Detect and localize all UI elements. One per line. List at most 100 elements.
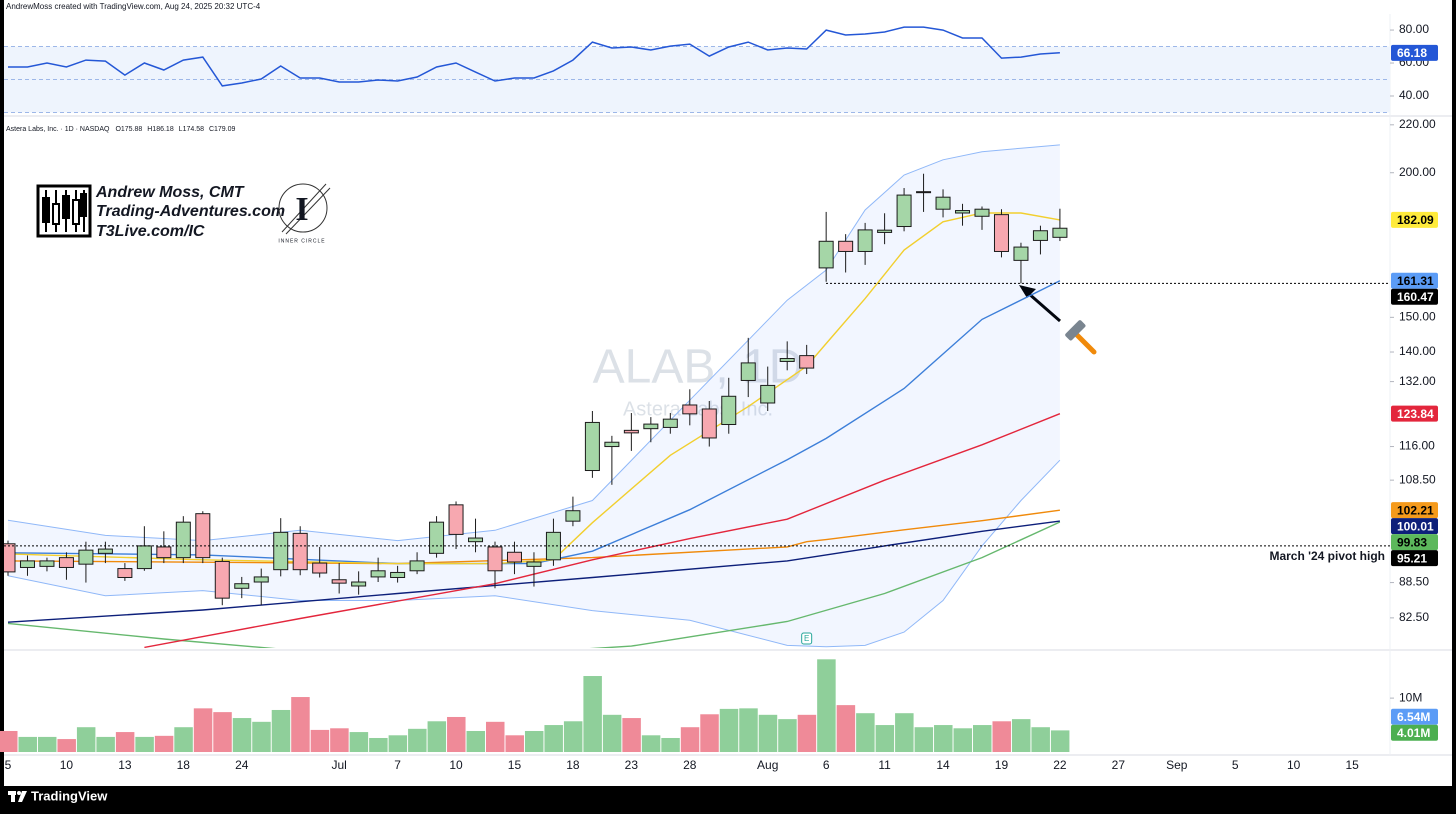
volume-bar — [836, 705, 856, 752]
volume-bar — [96, 736, 115, 752]
moving-average — [7, 280, 1061, 565]
candle-body — [584, 421, 600, 472]
badge-text: INNER CIRCLE — [278, 238, 325, 244]
candle-body — [877, 229, 893, 233]
arrow-head — [1019, 285, 1036, 298]
price-tag — [1391, 534, 1438, 551]
ohlc-high: H186.18 — [147, 126, 174, 133]
volume-bar — [447, 716, 466, 752]
bollinger-fill — [8, 144, 1060, 647]
candle-body — [448, 504, 464, 535]
candle-body — [1052, 227, 1068, 238]
logo-line: T3Live.com/IC — [96, 223, 205, 240]
x-tick-label: 19 — [995, 758, 1009, 772]
price-tag — [1391, 405, 1438, 422]
price-tag-label: 6.54M — [1397, 710, 1430, 724]
volume-bar — [291, 697, 310, 752]
logo-candles — [42, 190, 87, 232]
volume-bar — [135, 736, 154, 752]
rsi-pane — [4, 26, 1390, 113]
badge-letter: I — [295, 191, 308, 228]
candle-body — [390, 571, 406, 578]
volume-bar — [37, 736, 57, 752]
footer-brand: TradingView — [31, 788, 108, 803]
x-tick-label: 13 — [118, 758, 132, 772]
candle-body — [1032, 230, 1048, 241]
rsi-line — [8, 26, 1060, 87]
x-tick-label: Sep — [1166, 758, 1188, 772]
x-tick-label: 5 — [1232, 758, 1239, 772]
ohlc-close: C179.09 — [209, 126, 236, 133]
footer — [0, 786, 1456, 814]
volume-bar — [115, 732, 135, 752]
price-tag — [1391, 550, 1438, 567]
candle-body — [136, 545, 152, 570]
price-tag — [1391, 272, 1438, 289]
volume-bar — [252, 721, 271, 752]
candle-body — [993, 214, 1009, 252]
candle-body — [195, 513, 211, 559]
y-tick-label: 150.00 — [1399, 310, 1436, 324]
candle-body — [429, 521, 445, 554]
volume-bar — [57, 739, 76, 752]
y-tick-label: 220.00 — [1399, 117, 1436, 131]
price-tag-label: 99.83 — [1397, 535, 1427, 549]
volume-bar — [700, 714, 719, 752]
y-tick-label: 140.00 — [1399, 344, 1436, 358]
ohlc-open: O175.88 — [115, 126, 142, 133]
x-tick-label: 23 — [625, 758, 639, 772]
badge-circle — [278, 183, 328, 233]
x-tick-label: 10 — [1287, 758, 1301, 772]
candle-body — [214, 560, 230, 599]
volume-bar — [1031, 727, 1050, 752]
volume-bar — [466, 730, 486, 752]
tv-icon-part — [18, 791, 27, 802]
candle-body — [643, 423, 659, 430]
price-tag — [1391, 44, 1438, 61]
logo: Andrew Moss, CMT Trading-Adventures.com … — [36, 183, 331, 244]
volume-bar — [1050, 730, 1070, 752]
candle-body — [234, 583, 250, 589]
volume-bar — [388, 735, 408, 752]
price-tag — [1391, 211, 1438, 228]
earnings-label: E — [804, 634, 809, 643]
candle-body — [4, 543, 16, 573]
price-tag-label: 102.21 — [1397, 503, 1434, 517]
x-tick-label: 6 — [823, 758, 830, 772]
y-tick-label: 200.00 — [1399, 165, 1436, 179]
price-tag-label: 161.31 — [1397, 274, 1434, 288]
candle-body — [526, 561, 542, 567]
badge-stroke — [281, 183, 327, 233]
candle-body — [409, 560, 425, 572]
candle-body — [292, 532, 308, 571]
candle-body — [506, 551, 522, 563]
volume-bar — [895, 713, 914, 752]
candle-body — [974, 208, 990, 217]
volume-bar — [524, 730, 544, 752]
volume-bar — [622, 718, 641, 752]
volume-bar — [349, 732, 369, 752]
volume-bar — [213, 712, 232, 752]
bollinger-lower — [7, 459, 1061, 648]
candle-body — [896, 194, 912, 228]
moving-average — [7, 520, 1060, 623]
volume-bar — [1011, 719, 1031, 752]
volume-bar — [739, 708, 758, 752]
x-tick-label: 24 — [235, 758, 249, 772]
volume-bar — [505, 735, 524, 752]
x-tick-label: 28 — [683, 758, 697, 772]
x-tick-label: 27 — [1112, 758, 1126, 772]
volume-bar — [583, 676, 602, 752]
price-tag-label: 95.21 — [1397, 551, 1427, 565]
volume-bar — [193, 708, 213, 752]
volume-bar — [992, 721, 1011, 752]
volume-bar — [232, 718, 252, 752]
bollinger-upper — [7, 144, 1060, 542]
x-tick-label: 10 — [449, 758, 463, 772]
candle-body — [331, 579, 347, 584]
volume-bar — [544, 725, 563, 752]
line-label: March '24 pivot high — [1269, 549, 1385, 563]
volume-bar — [953, 728, 973, 752]
volume-bar — [719, 708, 739, 752]
x-tick-label: Aug — [757, 758, 778, 772]
